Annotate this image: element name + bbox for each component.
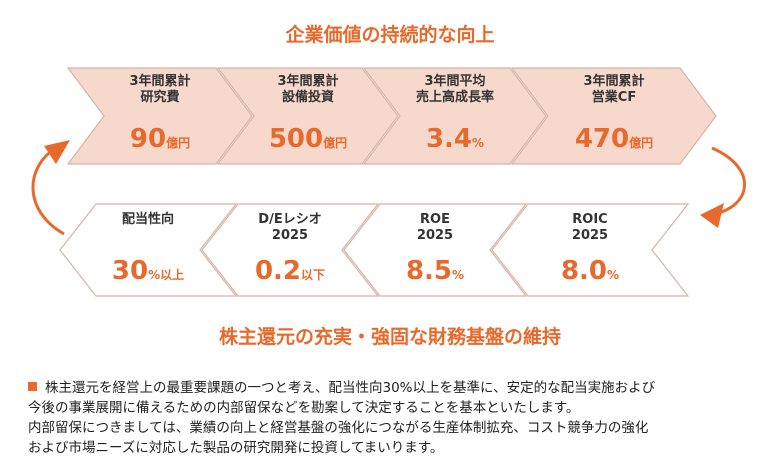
top-chevron-4	[510, 67, 717, 165]
kpi-value: 30%以上	[111, 256, 185, 286]
left-cycle-arrow	[31, 146, 65, 236]
kpi-capex: 3年間累計 設備投資 500億円	[254, 74, 362, 162]
kpi-operating-cf: 3年間累計 営業CF 470億円	[548, 74, 680, 162]
kpi-label: 3年間累計 営業CF	[583, 74, 645, 105]
kpi-sales-growth: 3年間平均 売上高成長率 3.4%	[400, 74, 510, 162]
bullet-icon	[28, 382, 37, 391]
bottom-chevron-3	[343, 203, 528, 297]
kpi-value: 470億円	[574, 124, 654, 154]
kpi-roe: ROE 2025 8.5%	[380, 212, 490, 294]
policy-line: 今後の事業展開に備えるための内部留保などを勘案して決定することを基本といたします…	[28, 400, 580, 416]
kpi-value: 8.0%	[560, 256, 620, 286]
kpi-label: ROIC 2025	[571, 212, 609, 243]
bottom-chevron-1	[59, 203, 238, 297]
kpi-value: 0.2以下	[254, 256, 326, 286]
right-arrowhead-icon	[700, 203, 724, 228]
kpi-value: 90億円	[129, 124, 191, 154]
kpi-payout-ratio: 配当性向 30%以上	[96, 212, 200, 294]
policy-line: 株主還元を経営上の最重要課題の一つと考え、配当性向30%以上を基準に、安定的な配…	[28, 378, 768, 398]
kpi-value: 8.5%	[405, 256, 465, 286]
kpi-de-ratio: D/Eレシオ 2025 0.2以下	[238, 212, 342, 294]
kpi-label: 3年間平均 売上高成長率	[415, 74, 494, 105]
kpi-roic: ROIC 2025 8.0%	[528, 212, 652, 294]
kpi-value: 3.4%	[425, 124, 485, 154]
bottom-chevron-4	[491, 203, 690, 297]
right-cycle-arrow	[711, 146, 746, 216]
left-arrowhead-icon	[44, 140, 70, 164]
kpi-label: 3年間累計 設備投資	[277, 74, 339, 105]
kpi-rd-expense: 3年間累計 研究費 90億円	[104, 74, 216, 162]
policy-line: 内部留保につきましては、業績の向上と経営基盤の強化につながる生産体制拡充、コスト…	[28, 420, 649, 436]
policy-text: 株主還元を経営上の最重要課題の一つと考え、配当性向30%以上を基準に、安定的な配…	[28, 378, 768, 458]
kpi-label: ROE 2025	[416, 212, 454, 243]
section-title: 株主還元の充実・強固な財務基盤の維持	[218, 326, 561, 348]
kpi-label: 3年間累計 研究費	[129, 74, 191, 105]
top-chevron-2	[216, 67, 399, 165]
kpi-label: D/Eレシオ 2025	[258, 212, 322, 243]
kpi-value: 500億円	[268, 124, 348, 154]
kpi-label: 配当性向	[121, 212, 174, 227]
top-chevron-1	[66, 67, 253, 165]
policy-line: および市場ニーズに対応した製品の研究開発に投資してまいります。	[28, 440, 444, 456]
bottom-chevron-2	[201, 203, 380, 297]
page-title: 企業価値の持続的な向上	[285, 24, 495, 46]
top-chevron-3	[362, 67, 547, 165]
